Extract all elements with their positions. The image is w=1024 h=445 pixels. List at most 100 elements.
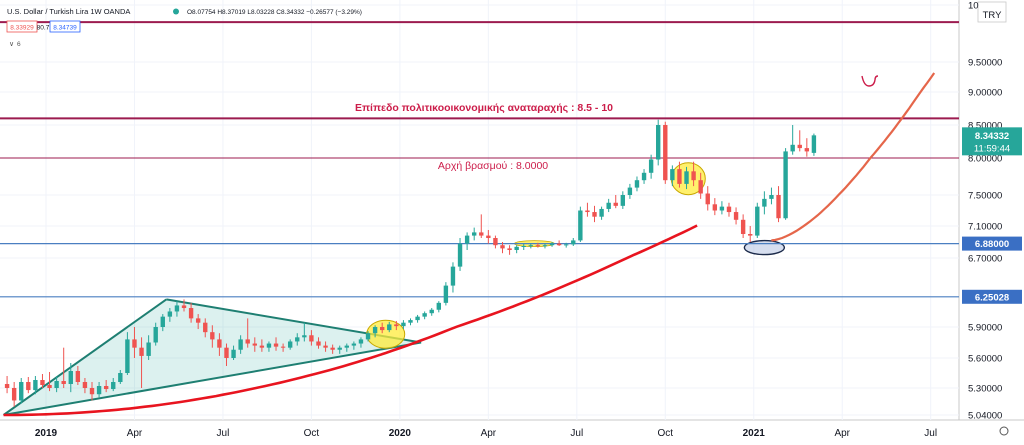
candle-body [733, 212, 739, 220]
last-price-badge [962, 127, 1022, 156]
price-tick-label: 7.10000 [968, 222, 1002, 233]
time-tick-label: Jul [217, 428, 230, 439]
candle-body [535, 245, 541, 247]
candle-body [401, 322, 406, 327]
candle-body [457, 243, 463, 267]
candle-body [762, 198, 767, 207]
candle-body [684, 171, 689, 184]
indicators-chevron-icon[interactable]: ∨ [9, 41, 14, 48]
candle-body [585, 210, 590, 213]
candle-body [599, 208, 604, 217]
horizontal-levels [0, 21, 959, 298]
candle-body [429, 309, 434, 314]
time-tick-label: Jul [570, 428, 583, 439]
price-tick-label: 5.60000 [968, 354, 1002, 365]
candle-body [578, 210, 583, 241]
candle-body [471, 232, 477, 236]
candle-body [656, 125, 661, 160]
candle-body [705, 193, 710, 205]
symbol-title[interactable]: U.S. Dollar / Turkish Lira 1W OANDA [7, 7, 130, 16]
candle-body [486, 235, 491, 238]
candle-body [54, 381, 59, 388]
candle-body [521, 246, 526, 247]
time-tick-label: Oct [658, 428, 674, 439]
long-term-parabola [3, 224, 698, 417]
settings-circle-icon[interactable] [999, 426, 1009, 436]
price-tick-label: 8.00000 [968, 154, 1002, 165]
candle-body [592, 212, 597, 217]
candle-body [210, 332, 215, 340]
candle-body [195, 318, 201, 323]
buy-button[interactable] [49, 20, 81, 33]
candle-body [464, 235, 470, 244]
candle-body [167, 311, 173, 317]
candle-body [330, 347, 335, 350]
price-tick-label: 8.50000 [968, 121, 1002, 132]
candle-body [627, 187, 633, 195]
candle-body [82, 382, 88, 388]
candle-body [238, 339, 243, 350]
time-tick-label: 2019 [35, 428, 58, 439]
indicators-count: 6 [17, 41, 21, 48]
candle-body [443, 285, 449, 303]
candle-body [387, 324, 392, 331]
time-tick-label: Jul [924, 428, 937, 439]
candle-body [26, 382, 31, 391]
candle-body [266, 343, 272, 348]
candle-body [634, 180, 640, 188]
candle-body [4, 384, 10, 388]
candle-body [203, 322, 208, 333]
candle-body [252, 343, 257, 346]
candle-body [47, 385, 52, 388]
price-tick-label: 9.00000 [968, 88, 1002, 99]
price-axis[interactable]: 10 9.50000 9.00000 8.50000 8.00000 7.50000 7.1… [968, 1, 1002, 422]
ask-price: 8.34739 [53, 25, 77, 32]
candle-body [181, 305, 187, 309]
candle-body [804, 148, 810, 152]
sell-button[interactable] [6, 20, 38, 33]
candle-body [372, 327, 378, 334]
candle-body [549, 243, 555, 246]
currency-label: TRY [983, 10, 1002, 21]
candle-body [96, 386, 102, 395]
alert-icon[interactable] [861, 75, 879, 87]
candle-body [776, 195, 781, 219]
candle-body [613, 202, 618, 206]
candle-body [160, 316, 165, 327]
candle-body [61, 381, 66, 384]
candle-body [811, 135, 817, 153]
time-tick-label: Apr [127, 428, 143, 439]
time-tick-label: Oct [304, 428, 320, 439]
candle-body [153, 327, 158, 343]
candle-body [295, 337, 300, 342]
price-tick-label: 5.90000 [968, 323, 1002, 334]
candle-body [663, 125, 668, 181]
time-tick-label: Apr [481, 428, 497, 439]
candle-body [132, 339, 137, 348]
countdown-text: 11:59:44 [974, 143, 1010, 154]
price-tick-label: 10 [968, 1, 979, 12]
candle-body [641, 172, 647, 181]
time-axis[interactable]: 2019 Apr Jul Oct 2020 Apr Jul Oct 2021 Apr Jul [35, 428, 937, 439]
candle-body [146, 342, 151, 356]
candle-body [726, 206, 732, 213]
level-badge-2 [962, 289, 1022, 304]
candle-body [365, 333, 371, 340]
breakout-highlight-1 [366, 319, 406, 349]
candle-body [677, 169, 682, 184]
start-annotation: Αρχή βρασμού : 8.0000 [438, 160, 548, 172]
candle-body [797, 144, 802, 149]
candle-body [415, 316, 420, 321]
level-badge-1 [962, 236, 1022, 251]
candle-body [344, 345, 349, 348]
candle-body [571, 240, 576, 245]
currency-box [977, 1, 1007, 23]
candle-body [217, 339, 222, 348]
candle-body [698, 180, 703, 194]
candle-body [528, 245, 534, 247]
candle-body [542, 245, 548, 247]
candle-body [450, 266, 456, 286]
